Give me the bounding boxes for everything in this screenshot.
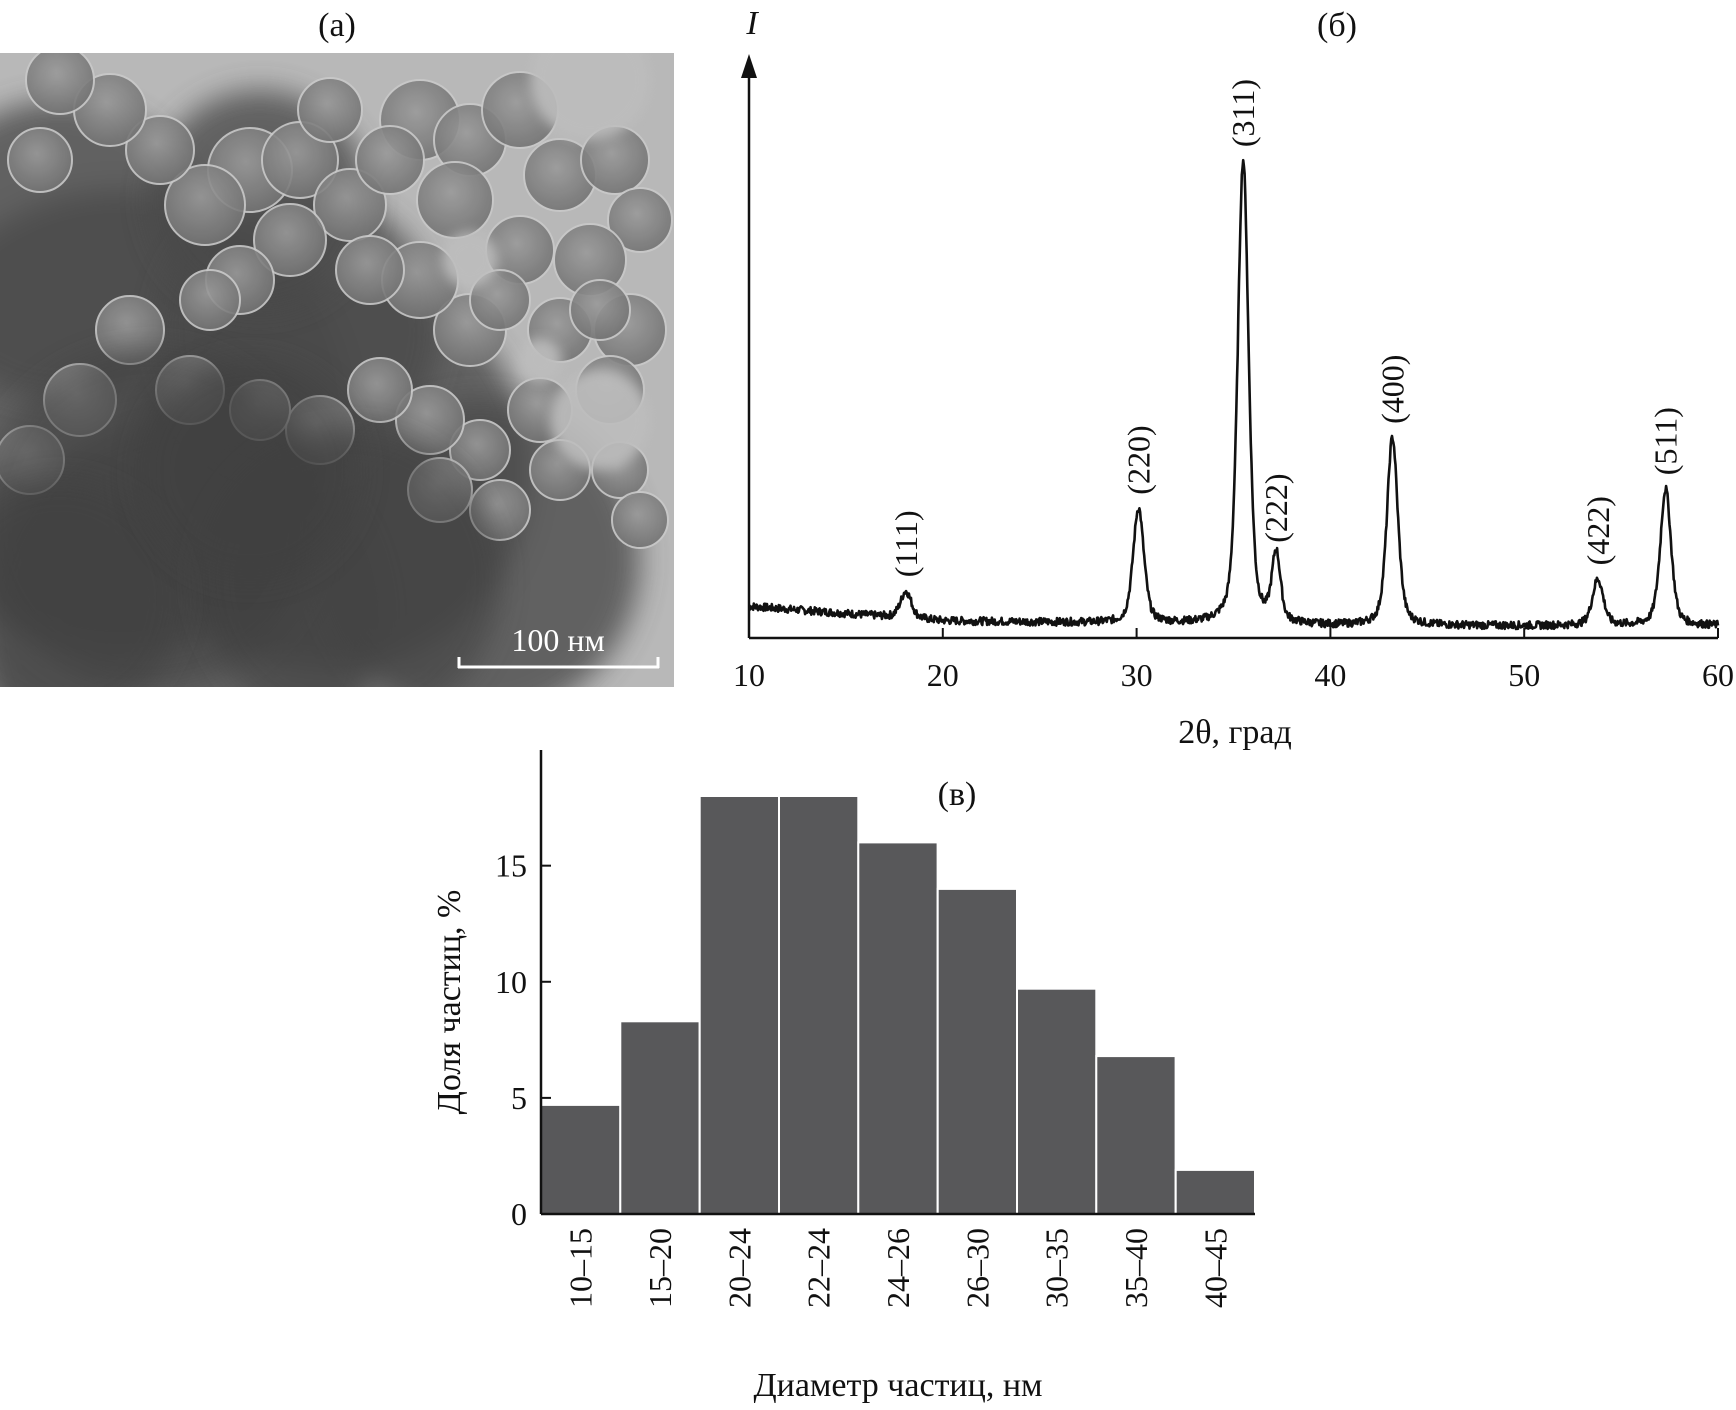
xrd-x-tick-label: 30: [1121, 657, 1153, 693]
histogram-x-tick-label: 10–15: [563, 1228, 599, 1308]
xrd-peak-label: (311): [1225, 79, 1261, 147]
nanoparticle-grain: [179, 269, 241, 331]
panel-b-label: (б): [1317, 7, 1357, 44]
nanoparticle-grain: [469, 269, 531, 331]
histogram-bar: [1016, 987, 1098, 1216]
tem-micrograph-image: [0, 53, 674, 687]
xrd-x-tick-label: 50: [1508, 657, 1540, 693]
background-gap: [530, 53, 650, 140]
scale-bar-label: 100 нм: [511, 622, 604, 658]
nanoparticle-grain: [25, 53, 95, 115]
histogram-bar: [936, 887, 1019, 1216]
xrd-chart: I 10 20 30 40 50 60 (111) (220) (311) (222) (400)…: [733, 5, 1734, 751]
histogram-x-tick-label: 30–35: [1039, 1228, 1075, 1308]
scale-bar: 100 нм: [457, 622, 660, 669]
histogram-bar: [698, 795, 781, 1215]
panel-a-label: (a): [318, 7, 356, 44]
xrd-y-axis-arrow: [741, 54, 757, 78]
histogram-x-ticks: 10–15 15–20 20–24 22–24 24–26 26–30 30–35 35–40…: [563, 1228, 1234, 1308]
agglomerate-shadow: [0, 480, 180, 687]
nanoparticle-grain: [611, 491, 669, 549]
histogram-y-tick-label: 5: [511, 1080, 527, 1116]
xrd-x-axis-title: 2θ, град: [1178, 714, 1292, 751]
agglomerate-shadow: [140, 360, 360, 580]
xrd-y-axis-title: I: [745, 5, 759, 42]
xrd-x-tick-label: 60: [1702, 657, 1734, 693]
xrd-peak-labels: (111) (220) (311) (222) (400) (422) (511): [888, 79, 1684, 577]
xrd-peak-label: (222): [1258, 473, 1294, 542]
nanoparticle-grain: [449, 419, 511, 481]
xrd-peak-label: (220): [1121, 425, 1157, 494]
histogram-bar: [857, 841, 939, 1216]
xrd-x-ticks: 10 20 30 40 50 60: [733, 628, 1734, 693]
histogram-y-tick-label: 15: [495, 848, 527, 884]
background-gap: [442, 232, 498, 288]
xrd-pattern-line: [748, 158, 1720, 631]
histogram-bar: [1095, 1055, 1177, 1215]
histogram-y-axis-title: Доля частиц, %: [431, 890, 468, 1115]
nanoparticle-grain: [7, 127, 73, 193]
histogram-y-ticks: 0 5 10 15: [495, 848, 551, 1232]
histogram-x-tick-label: 40–45: [1197, 1228, 1233, 1308]
histogram-x-tick-label: 22–24: [801, 1228, 837, 1308]
histogram-bars: [540, 795, 1256, 1216]
histogram-bar: [619, 1020, 701, 1215]
histogram-x-tick-label: 26–30: [959, 1228, 995, 1308]
nanoparticle-grain: [347, 357, 413, 423]
nanoparticle-grain: [569, 279, 631, 341]
histogram-bar: [778, 795, 860, 1215]
xrd-x-tick-label: 10: [733, 657, 765, 693]
nanoparticle-grain: [297, 77, 363, 143]
histogram-x-tick-label: 15–20: [642, 1228, 678, 1308]
histogram-y-tick-label: 0: [511, 1196, 527, 1232]
histogram-chart: (в) 0 5 10 15 10–15 15–20 20–24 22–24 24–26 26–3…: [431, 750, 1256, 1404]
xrd-x-tick-label: 40: [1314, 657, 1346, 693]
xrd-axes: [741, 54, 1718, 640]
nanoparticle-grain: [416, 161, 494, 239]
histogram-x-tick-label: 24–26: [880, 1228, 916, 1308]
xrd-peak-label: (422): [1580, 496, 1616, 565]
xrd-x-tick-label: 20: [927, 657, 959, 693]
nanoparticle-grain: [607, 187, 673, 253]
background-gap: [550, 370, 650, 470]
histogram-bar: [540, 1103, 622, 1216]
nanoparticle-agglomerate: [0, 53, 673, 687]
xrd-peak-label: (511): [1648, 407, 1684, 475]
nanoparticle-grain: [164, 164, 246, 246]
background-gap: [518, 338, 562, 382]
panel-c-label: (в): [938, 776, 977, 813]
nanoparticle-grain: [355, 125, 425, 195]
histogram-y-tick-label: 10: [495, 964, 527, 1000]
nanoparticle-grain: [335, 235, 405, 305]
xrd-peak-label: (400): [1374, 355, 1410, 424]
histogram-x-tick-label: 20–24: [721, 1228, 757, 1308]
nanoparticle-grain: [125, 115, 195, 185]
nanoparticle-grain: [253, 203, 327, 277]
histogram-x-axis-title: Диаметр частиц, нм: [753, 1367, 1042, 1404]
histogram-bar: [1174, 1168, 1256, 1216]
xrd-peak-label: (111): [888, 510, 924, 577]
histogram-x-tick-label: 35–40: [1118, 1228, 1154, 1308]
